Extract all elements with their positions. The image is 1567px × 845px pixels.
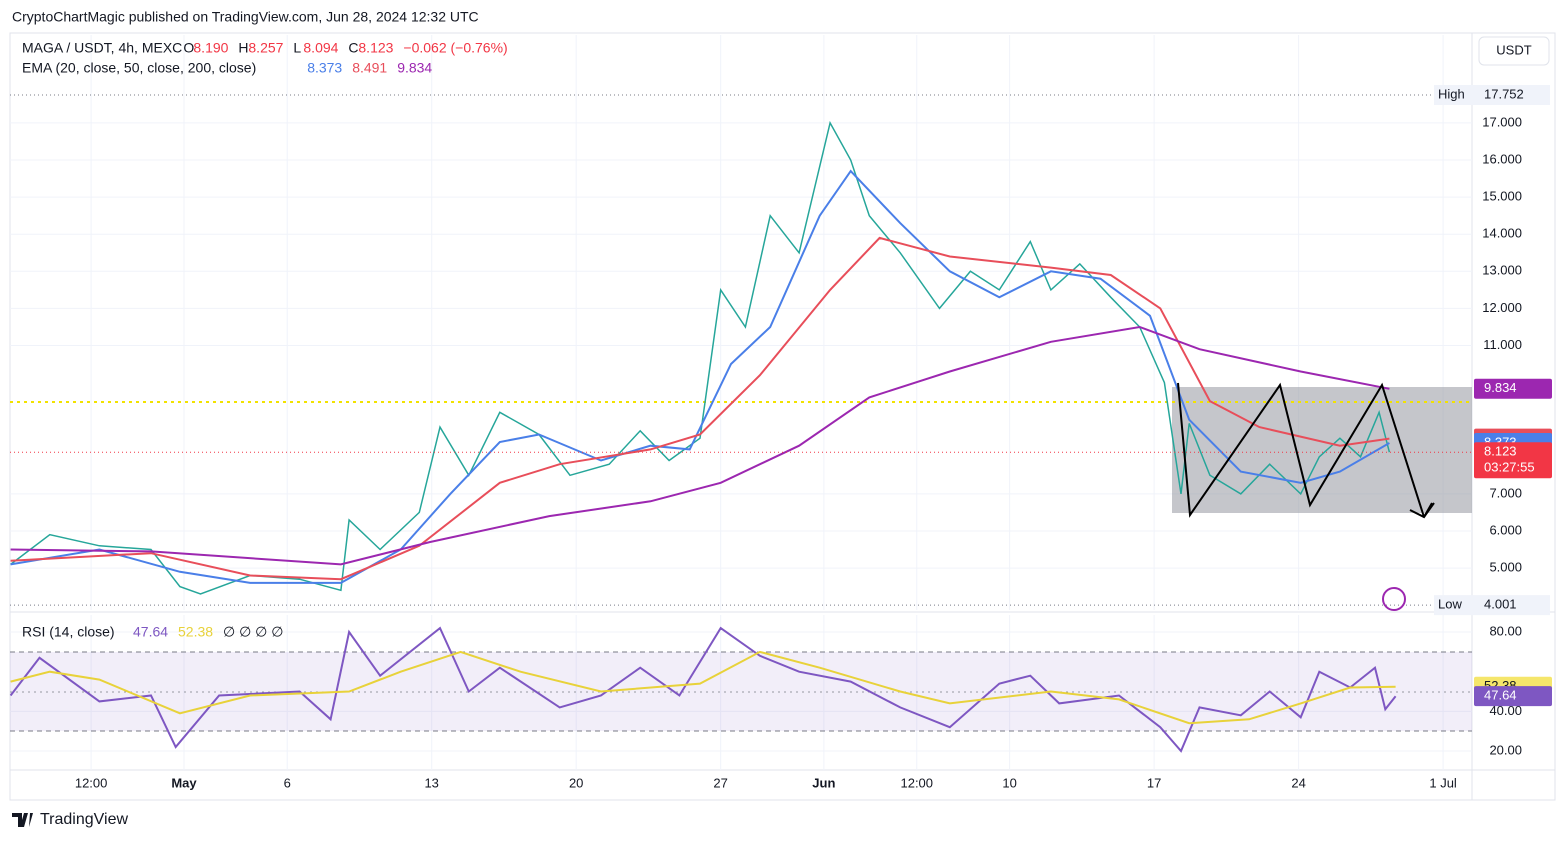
series-line	[10, 120, 1391, 595]
y-tick-label: 13.000	[1482, 263, 1522, 278]
ohlc-key: O	[183, 40, 194, 56]
price-label-box	[1474, 686, 1552, 707]
rsi-value: 47.64	[133, 624, 168, 640]
price-label-box	[1474, 442, 1552, 479]
x-tick-label: 20	[569, 775, 583, 790]
ohlc-key: H	[238, 40, 248, 56]
series-line	[10, 325, 1390, 566]
frame	[9, 32, 1556, 801]
high-value: 17.752	[1484, 86, 1524, 101]
y-tick-label: 15.000	[1482, 189, 1522, 204]
change: −0.062 (−0.76%)	[403, 40, 507, 56]
y-tick-label: 11.000	[1483, 337, 1522, 352]
price-label: 47.64	[1484, 688, 1517, 703]
ema-label: EMA (20, close, 50, close, 200, close)	[22, 60, 256, 76]
logo	[12, 813, 33, 827]
y-tick-label: 14.000	[1482, 226, 1522, 241]
series-line	[10, 236, 1390, 581]
x-tick-label: 12:00	[900, 775, 933, 790]
x-tick-label: Jun	[812, 775, 835, 790]
high-name: High	[1438, 86, 1465, 101]
low-box	[1434, 595, 1550, 616]
arrow-tail	[1423, 502, 1435, 518]
x-tick-label: 24	[1291, 775, 1305, 790]
low-name: Low	[1438, 597, 1462, 612]
rsi-value: 52.38	[178, 624, 213, 640]
ohlc-value: 8.094	[303, 40, 338, 56]
x-tick-label: May	[171, 775, 197, 790]
ohlc-value: 8.257	[248, 40, 283, 56]
price-label: 9.834	[1484, 380, 1517, 395]
publisher: CryptoChartMagic published on TradingVie…	[12, 9, 479, 25]
y-tick-label: 7.000	[1489, 485, 1522, 500]
x-tick-label: 13	[424, 775, 438, 790]
ohlc-key: C	[348, 40, 358, 56]
y-tick-label: 16.000	[1482, 151, 1522, 166]
ema-value: 8.491	[352, 60, 387, 76]
price-label: 8.123	[1484, 444, 1517, 459]
low-value: 4.001	[1484, 597, 1517, 612]
ema-value: 8.373	[307, 60, 342, 76]
ohlc-key: L	[293, 40, 301, 56]
x-tick-label: 6	[284, 775, 291, 790]
x-tick-label: 17	[1147, 775, 1161, 790]
rsi-label: RSI (14, close)	[22, 624, 115, 640]
y-tick-label: 5.000	[1489, 560, 1522, 575]
x-tick-label: 27	[713, 775, 727, 790]
countdown: 03:27:55	[1484, 460, 1535, 475]
symbol: MAGA / USDT, 4h, MEXC	[22, 40, 182, 56]
series-line	[9, 626, 1397, 753]
ohlc-value: 8.190	[193, 40, 228, 56]
x-tick-label: 1 Jul	[1429, 775, 1457, 790]
x-tick-label: 12:00	[75, 775, 108, 790]
currency-label[interactable]: USDT	[1496, 42, 1531, 57]
y-tick-label: 80.00	[1489, 623, 1522, 638]
ema-value: 9.834	[397, 60, 432, 76]
series-line	[10, 650, 1396, 725]
legend: O 8.190 H 8.257 L 8.094 C 8.123 −0.062 (−0.76%) E…	[22, 40, 508, 640]
y-tick-label: 20.00	[1489, 742, 1522, 757]
pattern-drawing	[1177, 382, 1425, 518]
y-tick-label: 40.00	[1489, 703, 1522, 718]
y-tick-label: 6.000	[1489, 522, 1522, 537]
x-tick-label: 10	[1002, 775, 1016, 790]
price-label-box	[1474, 378, 1552, 399]
rsi-extra: ∅ ∅ ∅ ∅	[223, 624, 283, 640]
y-tick-label: 17.000	[1482, 114, 1522, 129]
ohlc-value: 8.123	[358, 40, 393, 56]
brand: TradingView	[40, 811, 128, 828]
alert-icon[interactable]	[1382, 587, 1406, 611]
high-box	[1434, 85, 1550, 106]
currency-button[interactable]	[1478, 36, 1550, 66]
y-tick-label: 12.000	[1482, 300, 1522, 315]
plot: High17.752Low4.0019.8348.4918.3738.12303…	[9, 85, 1552, 753]
